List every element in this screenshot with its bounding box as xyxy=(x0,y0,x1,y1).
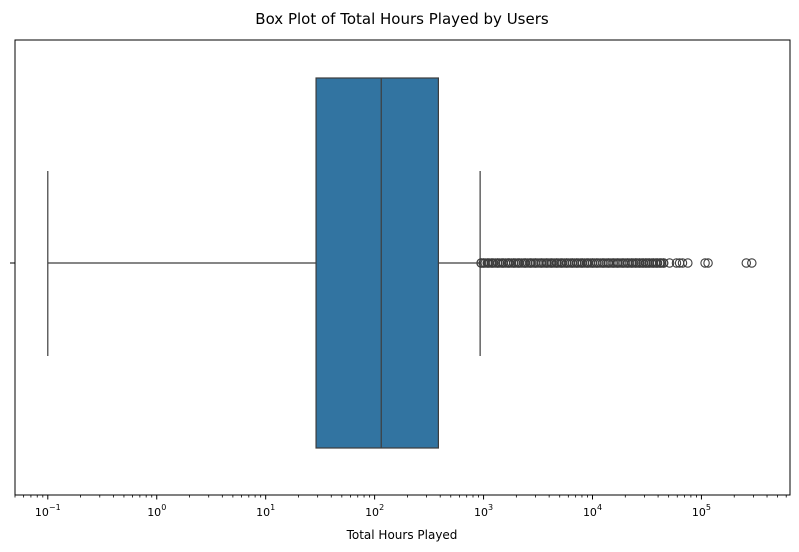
x-tick-label: 103 xyxy=(474,503,493,519)
x-tick-label: 101 xyxy=(256,503,275,519)
x-tick-label: 102 xyxy=(365,503,384,519)
outlier-point xyxy=(747,258,757,268)
outlier-point xyxy=(703,258,713,268)
outlier-point xyxy=(683,258,693,268)
plot-area: 10−1 100 101 102 103 104 105 xyxy=(10,39,791,519)
outlier-point xyxy=(658,258,669,268)
outlier-point xyxy=(741,258,752,268)
x-tick-label: 105 xyxy=(692,503,711,519)
chart-title: Box Plot of Total Hours Played by Users xyxy=(255,10,549,28)
plot-frame xyxy=(14,39,791,496)
x-tick-label: 104 xyxy=(583,503,602,519)
x-tick-label: 100 xyxy=(147,503,166,519)
iqr-box xyxy=(315,77,439,449)
x-axis-label: Total Hours Played xyxy=(346,528,458,542)
outlier-point xyxy=(700,258,710,268)
outlier-point xyxy=(677,258,688,268)
outlier-point xyxy=(671,258,682,268)
x-tick-label: 10−1 xyxy=(35,503,61,519)
